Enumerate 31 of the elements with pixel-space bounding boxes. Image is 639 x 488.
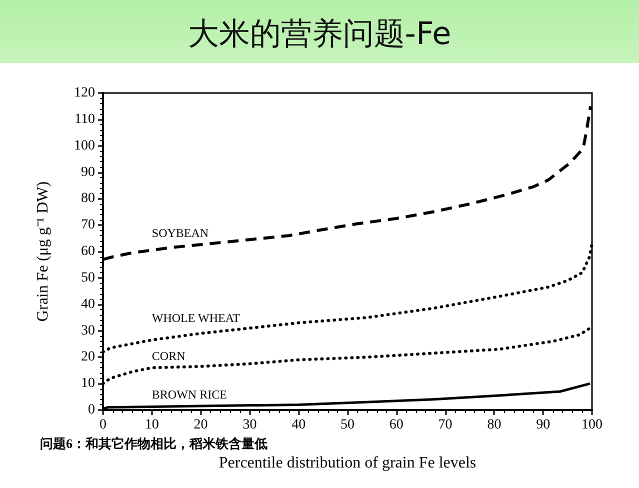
y-tick-label: 50 bbox=[81, 270, 95, 286]
y-tick-label: 110 bbox=[74, 112, 95, 127]
y-tick-label: 10 bbox=[81, 376, 95, 392]
y-tick-label: 100 bbox=[74, 138, 95, 154]
x-tick-label: 20 bbox=[194, 418, 208, 432]
y-axis-title: Grain Fe (μg g⁻¹ DW) bbox=[34, 181, 52, 322]
x-tick-label: 0 bbox=[100, 418, 106, 432]
y-tick-label: 20 bbox=[81, 350, 95, 365]
series-label: BROWN RICE bbox=[152, 388, 227, 402]
y-tick-label: 120 bbox=[74, 86, 95, 100]
x-tick-label: 40 bbox=[292, 418, 306, 432]
text: 问题6：和其它作物相比，稻米铁含量低 bbox=[40, 435, 268, 453]
series-label: SOYBEAN bbox=[152, 226, 209, 240]
x-tick-label: 80 bbox=[487, 418, 502, 432]
y-tick-label: 80 bbox=[81, 191, 95, 206]
x-tick-label: 60 bbox=[389, 418, 404, 432]
x-tick-label: 70 bbox=[438, 418, 452, 432]
y-tick-label: 0 bbox=[88, 402, 95, 418]
y-tick-label: 40 bbox=[81, 296, 95, 312]
x-tick-label: 30 bbox=[242, 418, 257, 432]
y-tick-label: 70 bbox=[81, 218, 95, 233]
x-tick-label: 10 bbox=[144, 418, 159, 432]
series-label: CORN bbox=[152, 348, 186, 363]
x-tick-label: 100 bbox=[582, 418, 602, 432]
y-tick-label: 30 bbox=[81, 323, 95, 338]
y-tick-label: 60 bbox=[81, 244, 95, 259]
x-axis-title: Percentile distribution of grain Fe levels bbox=[218, 454, 476, 472]
x-tick-label: 90 bbox=[536, 418, 550, 432]
x-tick-label: 50 bbox=[340, 418, 354, 432]
series-label: WHOLE WHEAT bbox=[152, 311, 241, 326]
y-tick-label: 90 bbox=[81, 164, 95, 180]
